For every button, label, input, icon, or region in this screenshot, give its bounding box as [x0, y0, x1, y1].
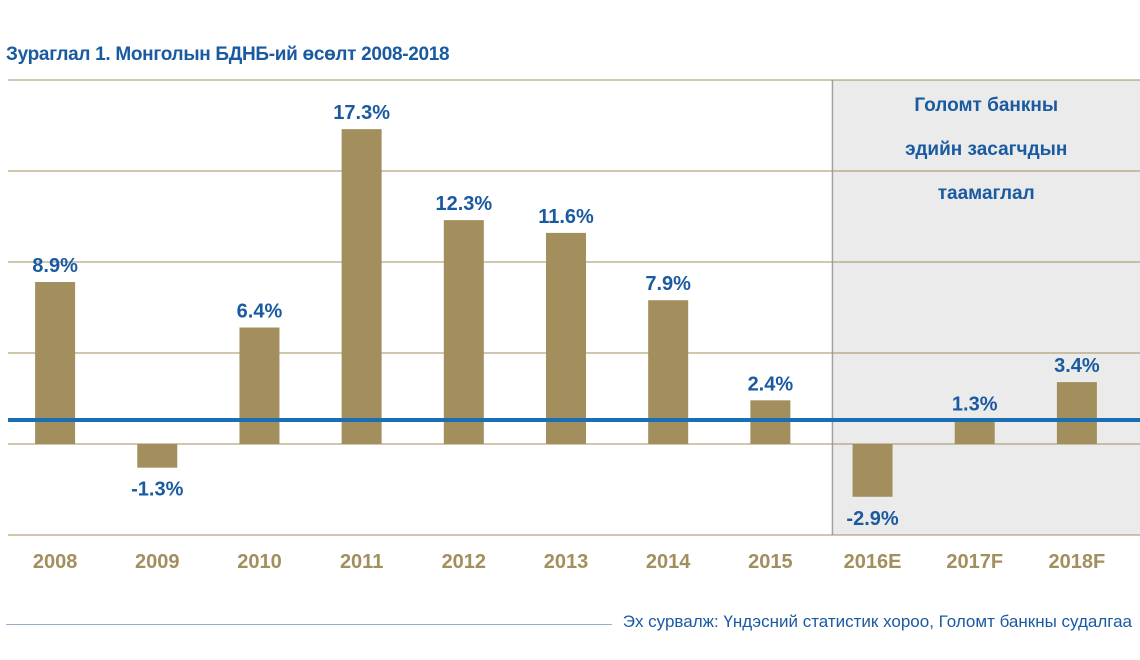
forecast-annotation-line: таамаглал — [938, 183, 1035, 204]
value-label-2015: 2.4% — [748, 373, 794, 395]
value-label-2014: 7.9% — [645, 273, 691, 295]
bar-2016E — [852, 444, 893, 497]
value-label-2010: 6.4% — [237, 301, 283, 323]
source-text: Эх сурвалж: Үндэсний статистик хороо, Го… — [622, 612, 1132, 631]
tick-label-2012: 2012 — [442, 551, 487, 573]
tick-label-2017F: 2017F — [946, 551, 1003, 573]
bar-2008 — [35, 282, 76, 444]
tick-label-2008: 2008 — [33, 551, 78, 573]
value-label-2018F: 3.4% — [1054, 355, 1100, 377]
value-label-2009: -1.3% — [131, 479, 183, 501]
tick-label-2018F: 2018F — [1049, 551, 1106, 573]
tick-label-2014: 2014 — [646, 551, 691, 573]
bar-2018F — [1056, 382, 1097, 444]
value-label-2012: 12.3% — [435, 193, 492, 215]
value-label-2008: 8.9% — [32, 255, 78, 277]
bar-2014 — [648, 300, 689, 444]
tick-label-2011: 2011 — [340, 551, 383, 573]
tick-label-2016E: 2016E — [844, 551, 902, 573]
bar-2017F — [954, 420, 995, 444]
value-label-2011: 17.3% — [333, 102, 390, 124]
bar-2009 — [137, 444, 178, 468]
bar-2013 — [546, 232, 586, 444]
source-footer: Эх сурвалж: Үндэсний статистик хороо, Го… — [0, 608, 1140, 638]
tick-label-2013: 2013 — [544, 551, 589, 573]
value-label-2017F: 1.3% — [952, 393, 998, 415]
gdp-growth-chart: 8.9% -1.3% 6.4% 17.3% 12.3% 11.6% 7.9% 2.4% -2.9… — [8, 79, 1140, 573]
bar-2015 — [750, 400, 791, 444]
tick-label-2010: 2010 — [237, 551, 282, 573]
bar-2010 — [239, 327, 280, 444]
forecast-annotation-line: Голомт банкны — [914, 95, 1058, 116]
forecast-annotation-line: эдийн засагчдын — [905, 139, 1067, 160]
value-label-2016E: -2.9% — [846, 508, 898, 530]
bar-2011 — [341, 129, 382, 444]
tick-label-2015: 2015 — [748, 551, 793, 573]
chart-title: Зураглал 1. Монголын БДНБ-ий өсөлт 2008-… — [6, 44, 450, 65]
bar-2012 — [443, 220, 484, 444]
tick-label-2009: 2009 — [135, 551, 180, 573]
source-divider — [6, 624, 612, 625]
value-label-2013: 11.6% — [538, 206, 594, 228]
